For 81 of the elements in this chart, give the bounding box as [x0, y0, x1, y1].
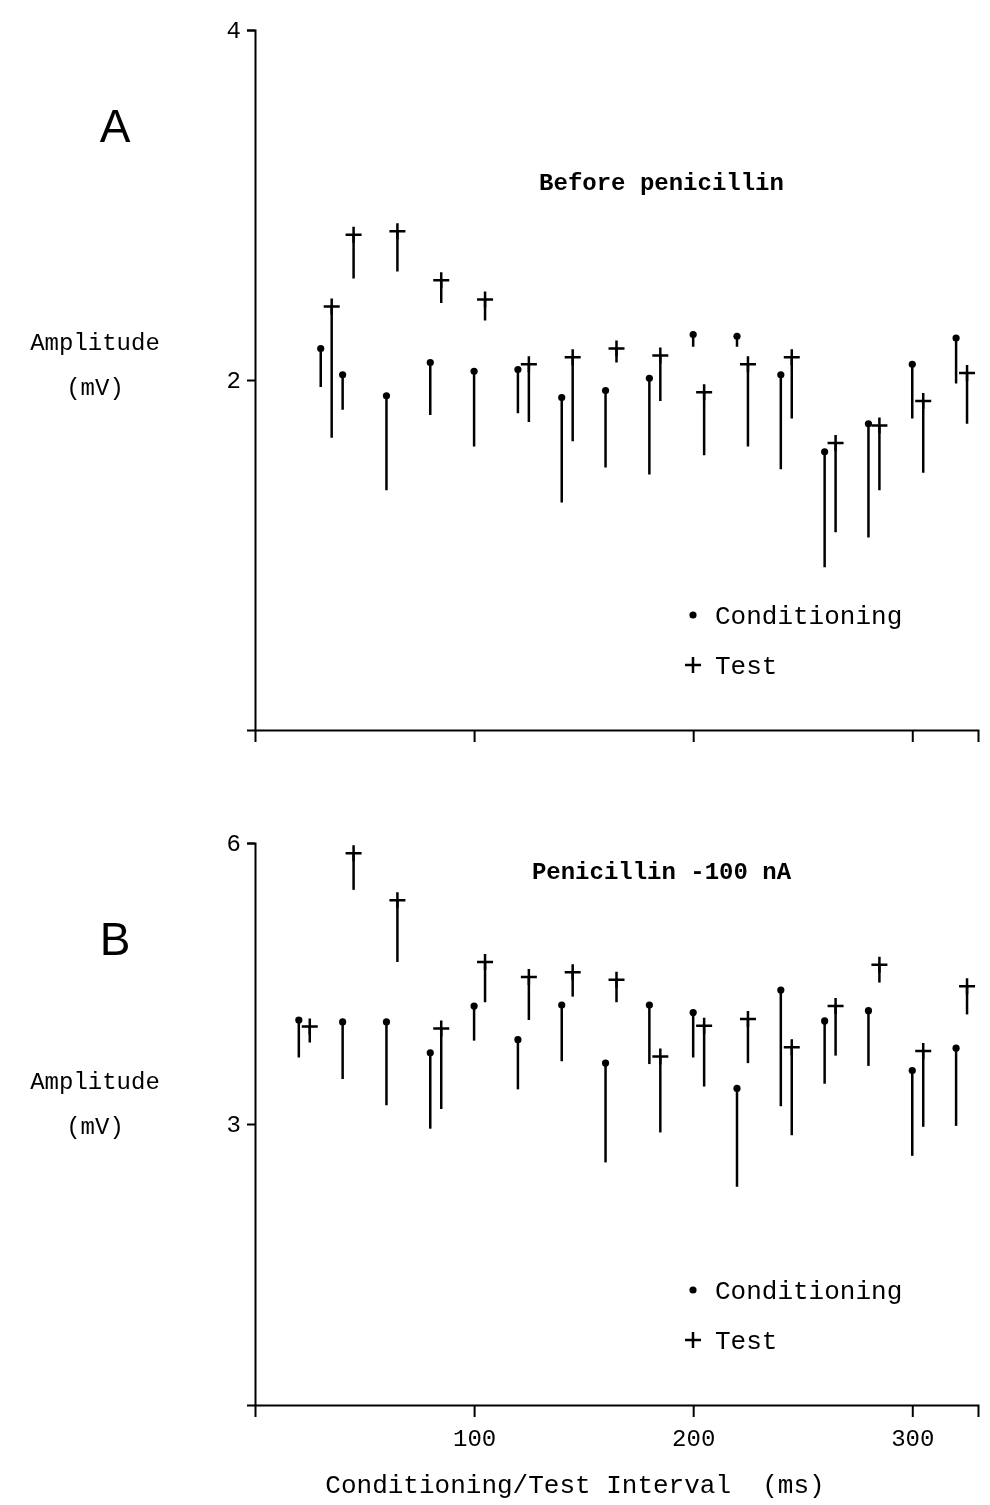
point [777, 986, 785, 994]
legend-label: Conditioning [715, 602, 903, 632]
point [470, 367, 478, 375]
text: Penicillin -100 nA [531, 859, 792, 886]
point [689, 1008, 697, 1017]
point [431, 1019, 451, 1038]
point [295, 1016, 303, 1024]
legend-label: Test [715, 1327, 778, 1357]
point [826, 996, 845, 1016]
x-tick-label: 100 [452, 1426, 497, 1454]
point [426, 1049, 434, 1057]
point [601, 386, 610, 395]
point [339, 1018, 347, 1026]
point [689, 330, 697, 339]
point [908, 360, 916, 368]
point [952, 334, 960, 342]
y-tick-label: 4 [226, 18, 241, 46]
point [957, 363, 977, 383]
y-tick-label: 6 [226, 831, 241, 859]
point [913, 1041, 933, 1061]
point [426, 358, 434, 367]
point [519, 355, 539, 374]
point [558, 1001, 566, 1009]
point [821, 448, 829, 456]
point [645, 1001, 653, 1009]
point [514, 365, 522, 374]
point [864, 1007, 873, 1015]
point [864, 420, 873, 428]
point [300, 1017, 320, 1036]
point [470, 1002, 478, 1010]
point [777, 371, 785, 379]
point [952, 1044, 960, 1052]
point [782, 348, 802, 367]
point [344, 225, 363, 244]
point [344, 844, 363, 863]
point [738, 355, 758, 374]
point [563, 963, 582, 982]
point [475, 290, 495, 309]
point [870, 955, 889, 975]
point [475, 952, 495, 972]
point [322, 297, 341, 316]
point [514, 1036, 522, 1044]
point [651, 1047, 670, 1066]
point [913, 391, 933, 411]
point [607, 970, 626, 989]
point [519, 967, 539, 987]
point [826, 433, 845, 453]
point [694, 383, 714, 402]
point [645, 374, 653, 382]
point [317, 344, 325, 353]
point [382, 392, 391, 400]
point [651, 346, 670, 365]
point [558, 393, 566, 402]
y-axis-title: Amplitude (mV) [30, 1069, 160, 1141]
point [382, 1018, 391, 1026]
point [607, 339, 626, 358]
point [733, 1084, 741, 1093]
point [694, 1016, 714, 1035]
text: B [99, 913, 131, 965]
x-axis-title: Conditioning/Test Interval (ms) [325, 1471, 825, 1501]
y-tick-label: 3 [226, 1112, 241, 1140]
point [782, 1037, 802, 1057]
y-axis-title: Amplitude (mV) [30, 330, 160, 402]
point [821, 1017, 829, 1025]
x-tick-label: 300 [891, 1426, 935, 1454]
point [339, 371, 347, 379]
legend-label: Conditioning [715, 1277, 903, 1307]
x-tick-label: 200 [672, 1426, 716, 1454]
point [738, 1009, 758, 1029]
point [601, 1059, 610, 1067]
legend-label: Test [715, 652, 778, 682]
point [733, 332, 741, 340]
point [957, 977, 977, 996]
text: A [99, 100, 131, 152]
point [908, 1067, 916, 1075]
point [563, 348, 582, 367]
point [388, 890, 407, 910]
y-tick-label: 2 [226, 368, 241, 396]
text: Before penicillin [539, 170, 784, 197]
point [388, 222, 407, 241]
point [431, 271, 451, 290]
